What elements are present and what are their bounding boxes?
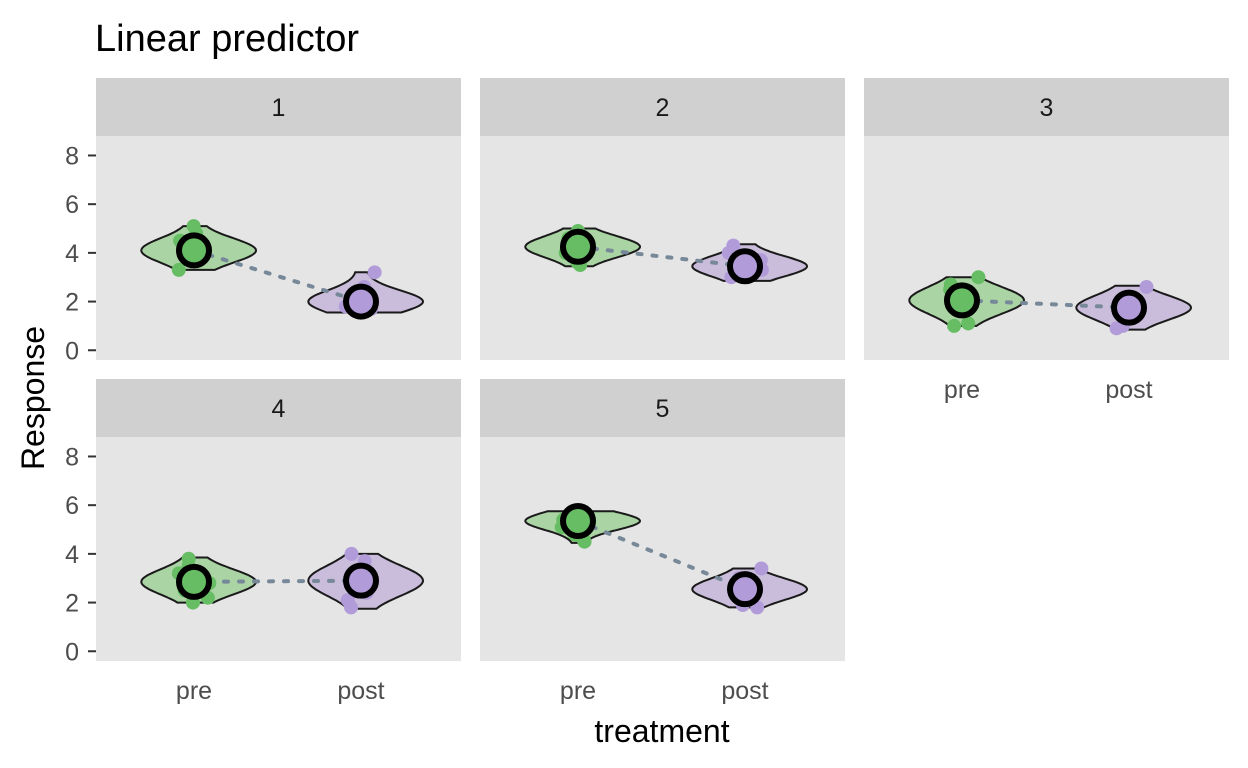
facet-panel-5: 5 pre post — [480, 379, 845, 705]
y-tick-label: 8 — [65, 443, 79, 471]
panel-background — [96, 437, 461, 661]
panel-background — [864, 136, 1229, 360]
summary-mean-pre — [560, 228, 596, 265]
data-point-post — [1139, 279, 1154, 294]
facet-strip — [864, 78, 1229, 136]
data-point-post — [1109, 321, 1124, 336]
facet-strip — [96, 78, 461, 136]
facet-strip-label: 3 — [1040, 94, 1054, 122]
facet-panel-4: 4 0 2 4 6 8 pre post — [65, 379, 461, 705]
x-tick-label: post — [337, 677, 384, 705]
facet-panel-3: 3 pre post — [864, 78, 1229, 404]
facet-strip — [96, 379, 461, 437]
x-tick-label: pre — [176, 677, 212, 705]
data-point-pre — [947, 318, 962, 333]
summary-mean-post — [343, 283, 379, 320]
summary-mean-post — [727, 571, 763, 608]
summary-mean-post — [727, 248, 763, 285]
facet-strip — [480, 78, 845, 136]
data-point-pre — [961, 316, 976, 331]
x-axis-title: treatment — [594, 713, 729, 749]
facet-panel-1: 1 0 2 4 6 8 — [65, 78, 461, 365]
facet-strip-label: 5 — [656, 395, 670, 423]
y-tick-label: 0 — [65, 638, 79, 666]
facet-panel-2: 2 — [480, 78, 845, 360]
data-point-pre — [971, 270, 986, 285]
x-tick-label: post — [721, 677, 768, 705]
y-tick-label: 2 — [65, 590, 79, 618]
summary-mean-post — [1111, 289, 1147, 326]
y-tick-label: 8 — [65, 142, 79, 170]
y-tick-label: 2 — [65, 289, 79, 317]
y-axis-title: Response — [15, 326, 51, 470]
data-point-post — [344, 546, 359, 561]
summary-mean-pre — [560, 503, 596, 539]
x-tick-label: pre — [560, 677, 596, 705]
y-tick-label: 0 — [65, 337, 79, 365]
y-tick-label: 6 — [65, 492, 79, 520]
y-tick-label: 4 — [65, 240, 79, 268]
y-tick-label: 6 — [65, 191, 79, 219]
summary-mean-pre — [176, 232, 212, 269]
panel-background — [480, 437, 845, 661]
data-point-post — [754, 561, 769, 576]
data-point-pre — [171, 262, 186, 277]
summary-connector-line — [960, 298, 1131, 310]
facet-strip-label: 4 — [272, 395, 286, 423]
summary-connector-line — [576, 519, 747, 592]
data-point-post — [344, 600, 359, 615]
y-tick-label: 4 — [65, 541, 79, 569]
facet-strip — [480, 379, 845, 437]
summary-connector-line — [192, 578, 363, 584]
chart-title: Linear predictor — [95, 18, 359, 60]
facet-strip-label: 2 — [656, 94, 670, 122]
data-point-post — [367, 265, 382, 280]
x-tick-label: post — [1105, 376, 1152, 404]
summary-mean-pre — [176, 563, 212, 600]
summary-mean-post — [343, 562, 379, 599]
x-tick-label: pre — [944, 376, 980, 404]
summary-connector-line — [192, 248, 363, 304]
summary-connector-line — [576, 244, 747, 269]
summary-mean-pre — [944, 282, 980, 319]
facet-strip-label: 1 — [272, 94, 286, 122]
facet-panels: 1 0 2 4 6 8 2 3 pre post 4 0 2 4 6 8 pre post 5 pre post — [65, 78, 1229, 705]
